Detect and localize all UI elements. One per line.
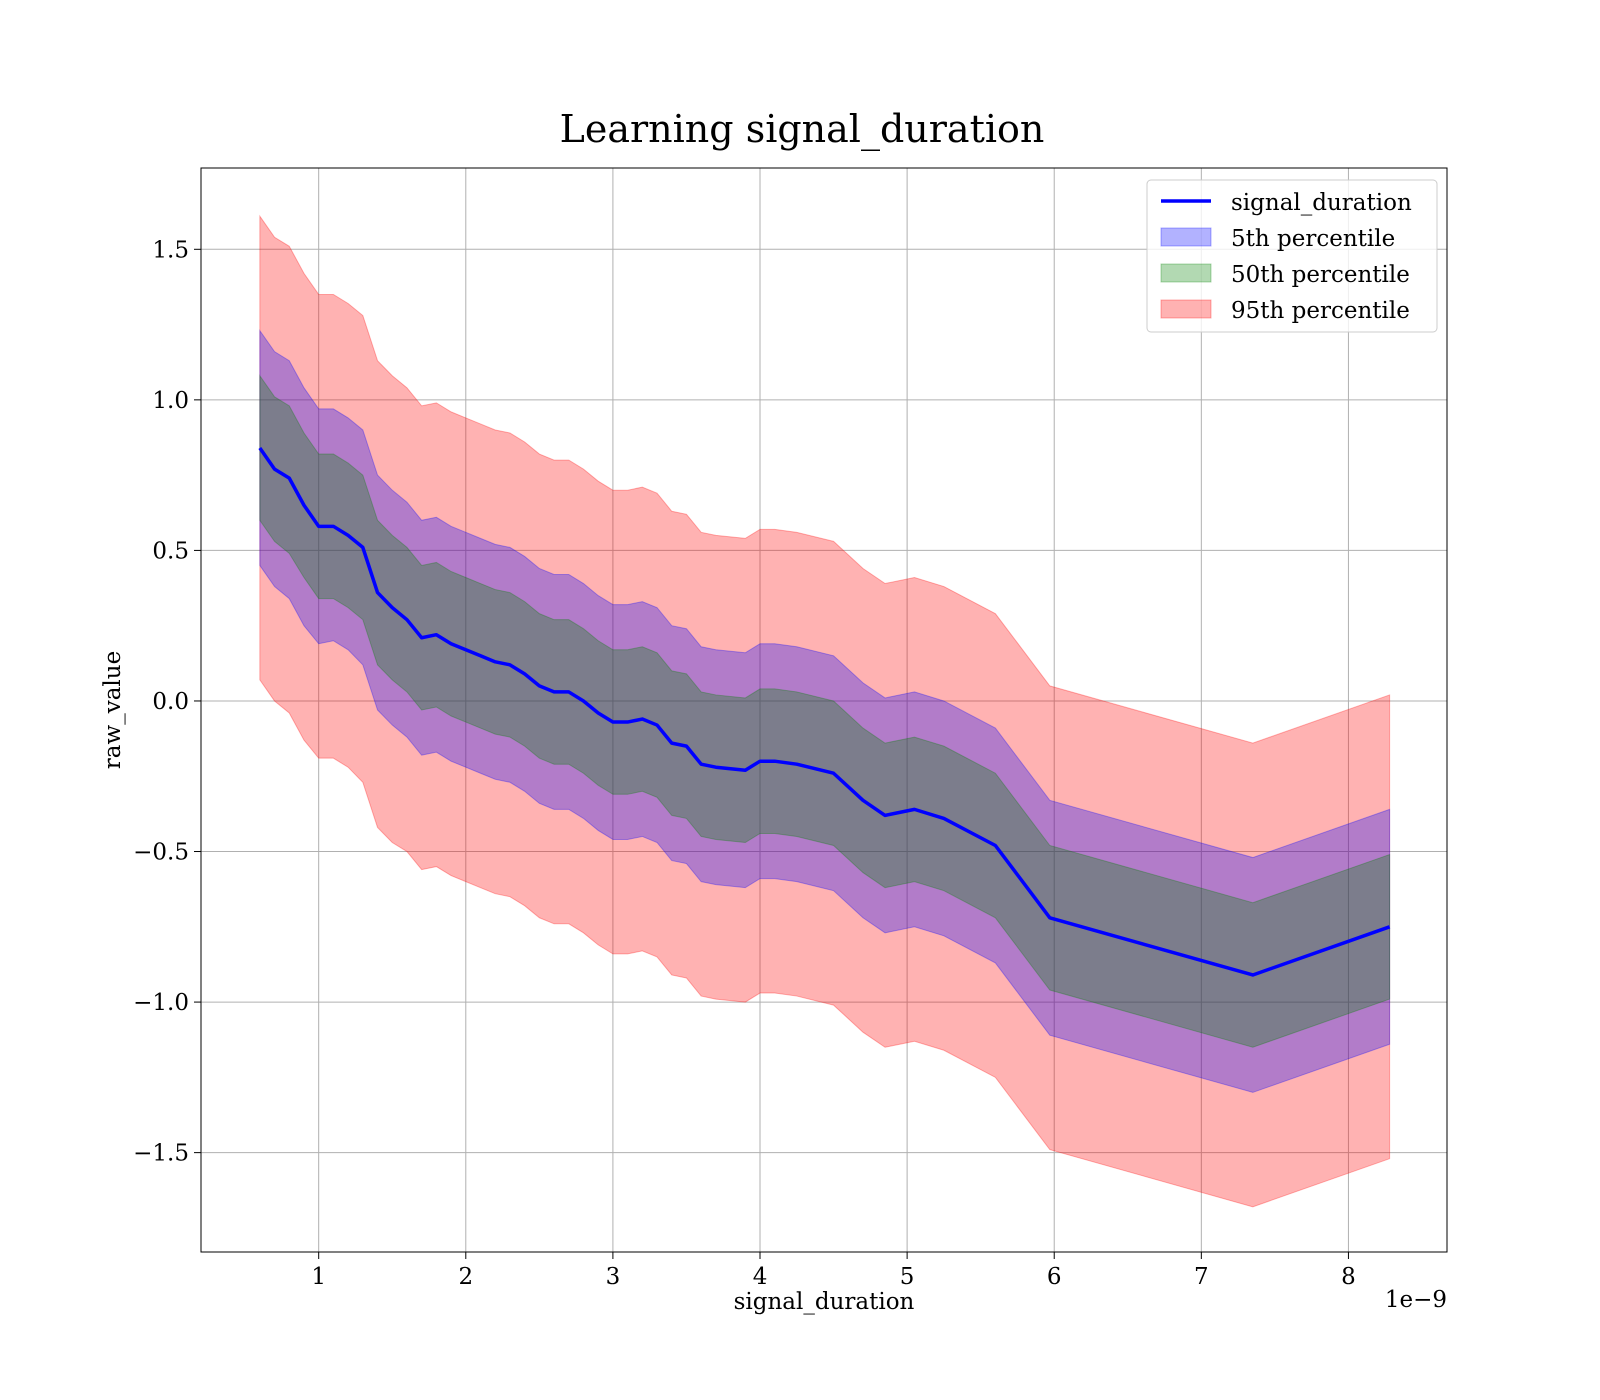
x-axis-ticks: 1 2 3 4 5 6 7 8 [311, 1252, 1356, 1290]
y-tick-label: 0.0 [152, 689, 189, 715]
x-tick-label: 8 [1341, 1264, 1356, 1290]
series-lines [258, 447, 1391, 977]
legend-swatch-patch [1160, 227, 1212, 247]
y-axis-label: raw_value [100, 651, 126, 769]
y-tick-label: −1.0 [133, 990, 189, 1016]
y-tick-label: 1.0 [152, 388, 189, 414]
chart-title: Learning signal_duration [560, 107, 1045, 152]
legend-label: signal_duration [1231, 190, 1412, 216]
y-axis-ticks: 1.5 1.0 0.5 0.0 −0.5 −1.0 −1.5 [133, 237, 201, 1167]
x-tick-label: 2 [458, 1264, 473, 1290]
plot-frame [200, 167, 1448, 1253]
x-tick-label: 7 [1194, 1264, 1209, 1290]
x-tick-label: 5 [900, 1264, 915, 1290]
band-50th-percentile [259, 374, 1391, 1048]
percentile-bands [259, 214, 1391, 1208]
y-tick-label: −0.5 [133, 840, 189, 866]
x-tick-label: 4 [753, 1264, 768, 1290]
x-tick-label: 3 [606, 1264, 621, 1290]
x-axis-offset-label: 1e−9 [1385, 1287, 1447, 1313]
legend-label: 50th percentile [1231, 262, 1410, 288]
grid [201, 168, 1447, 1252]
y-tick-label: 1.5 [152, 237, 189, 263]
band-5th-percentile [259, 329, 1391, 1093]
legend-box [1146, 179, 1438, 333]
legend: signal_duration 5th percentile 50th percen… [1146, 179, 1438, 333]
legend-label: 95th percentile [1231, 298, 1410, 324]
y-tick-label: −1.5 [133, 1141, 189, 1167]
x-tick-label: 1 [311, 1264, 326, 1290]
legend-swatch-patch [1160, 299, 1212, 319]
legend-swatch-patch [1160, 263, 1212, 283]
x-tick-label: 6 [1047, 1264, 1062, 1290]
x-axis-label: signal_duration [734, 1289, 915, 1315]
band-95th-percentile [259, 214, 1391, 1208]
legend-label: 5th percentile [1231, 226, 1395, 252]
series-line-signal-duration [258, 447, 1391, 977]
y-tick-label: 0.5 [152, 538, 189, 564]
